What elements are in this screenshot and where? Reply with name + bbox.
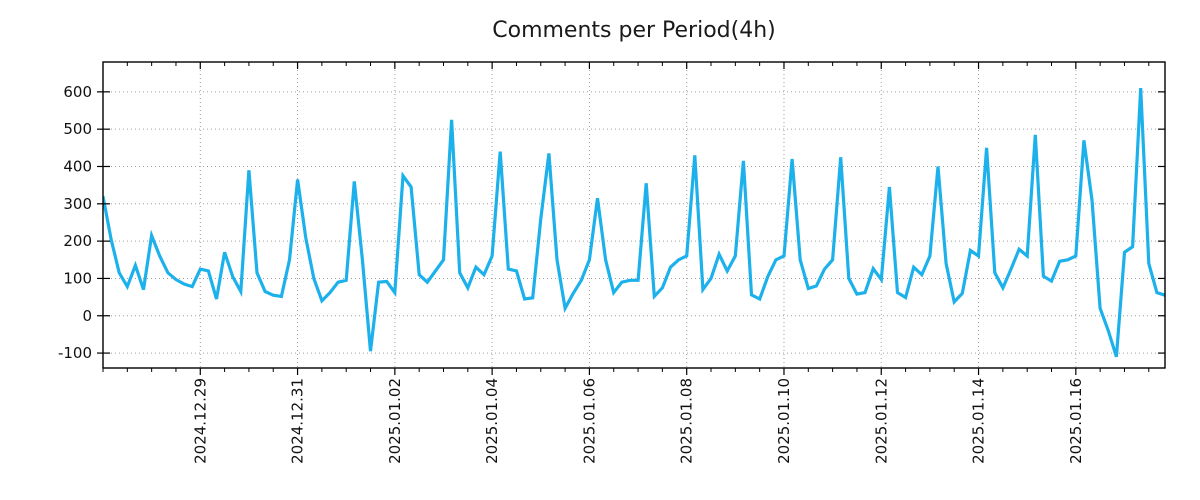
y-tick-label: 100 <box>63 269 92 287</box>
x-tick-label: 2025.01.08 <box>678 378 696 464</box>
axes <box>97 61 1166 375</box>
y-tick-label: 600 <box>63 83 92 101</box>
x-tick-label: 2025.01.12 <box>872 378 890 464</box>
x-tick-label: 2024.12.31 <box>289 378 307 464</box>
y-tick-label: 300 <box>63 195 92 213</box>
y-tick-label: 200 <box>63 232 92 250</box>
chart-title: Comments per Period(4h) <box>492 18 776 43</box>
data-series <box>103 88 1165 358</box>
x-tick-label: 2025.01.02 <box>386 378 404 464</box>
comments-series-line <box>103 88 1165 358</box>
y-tick-label: -100 <box>58 344 92 362</box>
x-tick-label: 2025.01.14 <box>970 378 988 464</box>
y-tick-label: 0 <box>82 307 92 325</box>
axis-labels: -100 0 100 200 300 400 500 600 2024.12.29 2024.12… <box>58 83 1085 464</box>
x-tick-label: 2025.01.10 <box>775 378 793 464</box>
x-tick-label: 2025.01.06 <box>580 378 598 464</box>
x-tick-label: 2025.01.04 <box>483 378 501 464</box>
x-tick-label: 2025.01.16 <box>1067 378 1085 464</box>
grid-lines <box>103 62 1165 368</box>
x-tick-label: 2024.12.29 <box>191 378 209 464</box>
plot-border <box>102 61 1166 369</box>
y-tick-label: 500 <box>63 120 92 138</box>
y-tick-label: 400 <box>63 157 92 175</box>
